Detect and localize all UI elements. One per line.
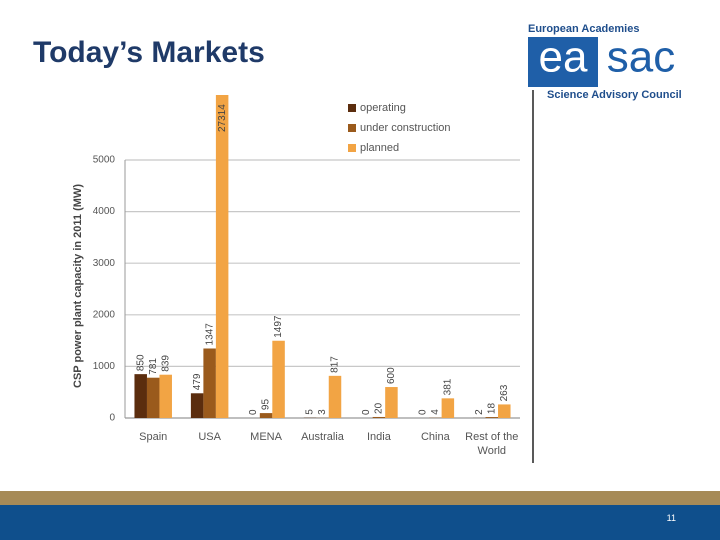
slide-title: Today’s Markets <box>33 36 265 69</box>
x-tick-label: India <box>366 431 391 443</box>
x-tick-label: China <box>420 431 450 443</box>
value-label: 2 <box>474 409 485 415</box>
value-label: 817 <box>330 356 341 373</box>
value-label: 4 <box>430 409 441 415</box>
logo-mark-right: sac <box>607 33 675 82</box>
bar <box>259 413 273 418</box>
value-label: 0 <box>361 409 372 415</box>
value-label: 18 <box>486 403 497 415</box>
value-label: 95 <box>261 399 272 411</box>
bar <box>215 95 229 418</box>
x-tick-label: USA <box>198 431 221 443</box>
logo-bottom: Science Advisory Council <box>547 89 682 101</box>
bar <box>203 348 216 418</box>
bar <box>190 393 204 418</box>
value-label: 3 <box>317 409 328 415</box>
page-number: 11 <box>666 513 676 523</box>
legend-swatch <box>348 104 356 112</box>
bar <box>159 374 172 418</box>
bar <box>328 375 342 418</box>
bar <box>272 340 285 418</box>
footer-band <box>0 491 720 505</box>
value-label: 1497 <box>273 315 284 338</box>
bar <box>134 374 147 418</box>
y-tick-label: 3000 <box>93 258 116 269</box>
legend-label: planned <box>360 142 399 154</box>
legend-label: operating <box>360 102 406 114</box>
logo-mark-left: ea <box>539 33 588 82</box>
x-tick-label: Australia <box>301 431 344 443</box>
value-label: 0 <box>417 409 428 415</box>
y-tick-label: 5000 <box>93 155 116 166</box>
bar <box>372 416 386 418</box>
plot <box>134 95 511 418</box>
value-label: 381 <box>442 378 453 395</box>
value-label: 20 <box>374 402 385 414</box>
value-label: 5 <box>305 409 316 415</box>
bar <box>385 387 398 418</box>
y-tick-label: 1000 <box>93 361 116 372</box>
value-label: 850 <box>135 354 146 371</box>
value-label: 1347 <box>204 323 215 346</box>
value-label: 27314 <box>217 104 228 132</box>
value-label: 479 <box>192 373 203 390</box>
bar <box>498 404 511 418</box>
x-tick-label: MENA <box>250 431 282 443</box>
legend-swatch <box>348 124 356 132</box>
logo-top: European Academies <box>528 23 639 35</box>
x-tick-label: Rest of the World <box>465 431 519 457</box>
legend-label: under construction <box>360 122 451 134</box>
y-tick-label: 4000 <box>93 206 116 217</box>
value-label: 0 <box>248 409 259 415</box>
value-label: 781 <box>148 358 159 375</box>
value-label: 600 <box>386 367 397 384</box>
x-tick-label: Spain <box>139 431 168 443</box>
logo-box <box>528 37 598 87</box>
legend-swatch <box>348 144 356 152</box>
y-axis-title: CSP power plant capacity in 2011 (MW) <box>72 184 84 388</box>
bar <box>441 398 455 418</box>
y-tick-label: 0 <box>109 413 115 424</box>
value-label: 263 <box>499 384 510 401</box>
bar <box>146 377 160 418</box>
bar <box>485 417 499 418</box>
y-tick-label: 2000 <box>93 309 116 320</box>
footer-bar <box>0 505 720 540</box>
value-label: 839 <box>160 355 171 372</box>
